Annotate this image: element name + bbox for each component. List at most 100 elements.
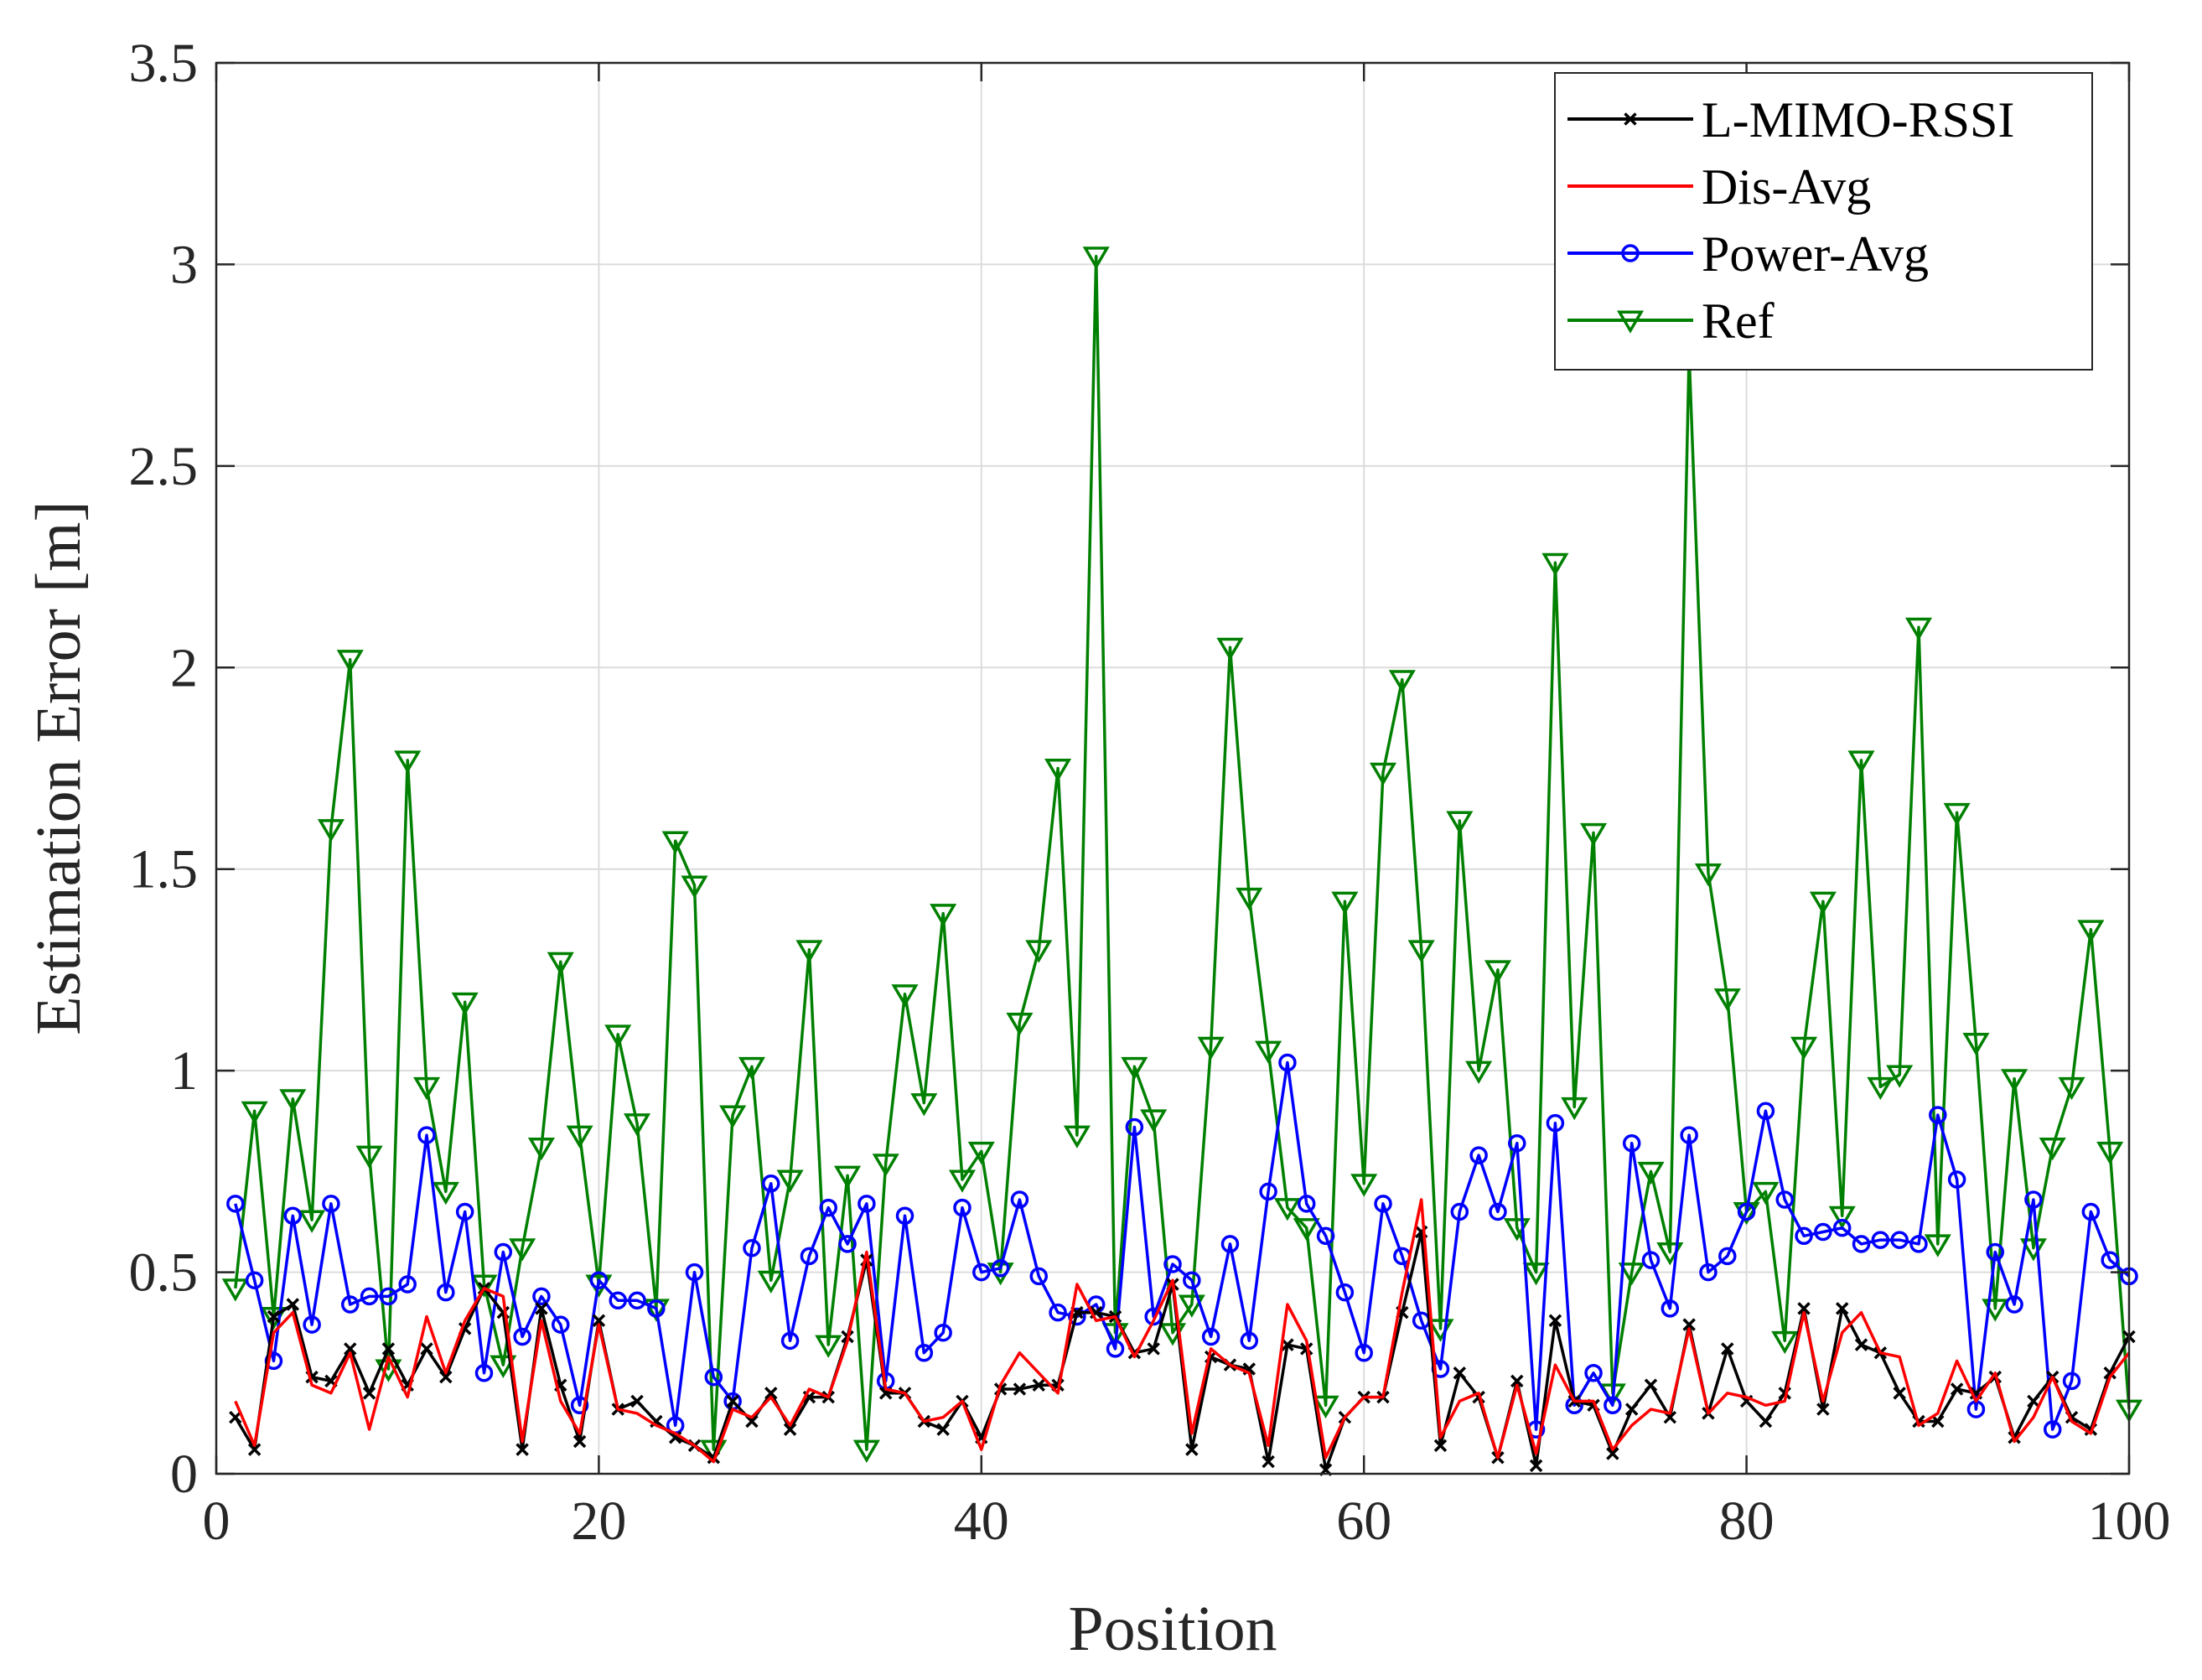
data-point-power-avg (322, 1195, 340, 1213)
tick-marks (215, 61, 2131, 1475)
data-point-l-mimo-rssi (573, 1434, 587, 1449)
y-tick-label: 2.5 (129, 436, 199, 497)
data-point-l-mimo-rssi (1185, 1443, 1199, 1456)
data-point-power-avg (743, 1238, 761, 1257)
data-point-ref (432, 1181, 459, 1206)
data-point-power-avg (2101, 1251, 2119, 1269)
legend-label-dis-avg: Dis-Avg (1702, 159, 1871, 215)
data-point-power-avg (953, 1198, 971, 1217)
data-point-l-mimo-rssi (630, 1394, 644, 1408)
data-point-ref (738, 1056, 766, 1081)
data-point-power-avg (1661, 1299, 1680, 1318)
data-point-power-avg (245, 1271, 264, 1289)
data-point-ref (1790, 1036, 1818, 1060)
legend-marker-ref (1616, 310, 1645, 334)
data-point-ref (2077, 920, 2105, 943)
data-point-ref (1694, 863, 1723, 887)
data-point-power-avg (1068, 1307, 1086, 1326)
data-point-ref (1197, 1036, 1225, 1060)
data-point-l-mimo-rssi (936, 1423, 950, 1436)
data-point-power-avg (991, 1259, 1010, 1278)
data-point-ref (1522, 1263, 1550, 1286)
data-point-l-mimo-rssi (1721, 1342, 1734, 1356)
data-point-ref (1273, 1198, 1301, 1221)
legend-label-power-avg: Power-Avg (1702, 226, 1929, 282)
x-tick-label: 40 (954, 1491, 1009, 1552)
data-point-power-avg (1622, 1133, 1641, 1153)
data-point-power-avg (2005, 1295, 2023, 1314)
data-point-ref (566, 1125, 593, 1149)
data-point-ref (279, 1089, 307, 1112)
data-point-ref (1350, 1174, 1378, 1197)
data-point-l-mimo-rssi (1624, 1403, 1639, 1416)
data-point-ref (2001, 1069, 2028, 1092)
data-point-ref (930, 904, 957, 927)
data-point-ref (795, 940, 823, 963)
data-point-power-avg (340, 1295, 360, 1314)
data-point-ref (1293, 1218, 1320, 1242)
data-point-power-avg (494, 1242, 513, 1262)
data-point-power-avg (1450, 1202, 1469, 1221)
data-point-power-avg (532, 1287, 551, 1306)
data-point-ref (1752, 1181, 1780, 1206)
y-axis-title: Estimation Error [m] (23, 500, 94, 1034)
data-point-l-mimo-rssi (1529, 1459, 1543, 1473)
data-point-power-avg (1010, 1190, 1029, 1209)
data-point-power-avg (417, 1126, 436, 1144)
data-point-l-mimo-rssi (1433, 1439, 1448, 1453)
data-point-ref (1255, 1040, 1282, 1064)
data-point-ref (1561, 1097, 1588, 1121)
data-point-ref (509, 1238, 536, 1262)
data-point-ref (470, 1274, 498, 1298)
data-point-ref (221, 1278, 249, 1302)
data-point-l-mimo-rssi (2027, 1394, 2040, 1408)
data-point-ref (490, 1355, 517, 1378)
data-point-ref (681, 875, 708, 899)
data-point-power-avg (1775, 1190, 1794, 1209)
y-tick-label: 1 (170, 1040, 198, 1102)
data-point-ref (1236, 887, 1263, 911)
data-point-power-avg (857, 1195, 876, 1213)
data-point-l-mimo-rssi (1606, 1447, 1619, 1460)
data-point-l-mimo-rssi (439, 1370, 453, 1384)
data-point-ref (661, 831, 689, 854)
series-line-power-avg (234, 1060, 2131, 1431)
data-point-ref (719, 1105, 747, 1128)
data-point-power-avg (1508, 1133, 1526, 1153)
data-point-power-avg (704, 1367, 723, 1387)
legend-entry-power-avg: Power-Avg (1567, 226, 1929, 282)
data-point-l-mimo-rssi (1510, 1374, 1524, 1388)
data-point-ref (910, 1093, 938, 1117)
data-point-ref (451, 992, 479, 1016)
data-point-power-avg (895, 1206, 914, 1226)
data-point-ref (2058, 1076, 2085, 1101)
data-point-l-mimo-rssi (1032, 1378, 1045, 1392)
data-point-ref (1140, 1109, 1168, 1133)
data-point-ref (1867, 1076, 1894, 1101)
data-point-l-mimo-rssi (668, 1430, 682, 1444)
data-point-l-mimo-rssi (1797, 1302, 1811, 1315)
data-point-power-avg (780, 1331, 800, 1351)
data-point-power-avg (1947, 1170, 1966, 1189)
data-point-l-mimo-rssi (745, 1414, 759, 1429)
data-point-ref (1771, 1330, 1799, 1355)
x-tick-label: 80 (1719, 1491, 1775, 1552)
data-point-power-avg (1029, 1267, 1049, 1286)
data-point-ref (1063, 1125, 1091, 1149)
series-dis-avg (234, 1198, 2131, 1464)
data-point-power-avg (1489, 1202, 1507, 1221)
data-point-ref (336, 650, 364, 673)
legend-label-l-mimo-rssi: L-MIMO-RSSI (1702, 92, 2014, 148)
data-point-ref (1618, 1263, 1645, 1286)
data-point-ref (1216, 637, 1244, 661)
data-point-l-mimo-rssi (247, 1443, 262, 1456)
data-point-ref (1847, 750, 1875, 774)
data-point-power-avg (762, 1174, 780, 1193)
data-point-ref (1541, 552, 1569, 577)
data-point-power-avg (914, 1343, 934, 1362)
data-point-ref (815, 1335, 842, 1358)
y-tick-labels: 0 0.5 1 1.5 2 2.5 3 3.5 (129, 33, 199, 1505)
data-point-ref (1484, 960, 1511, 983)
data-point-ref (1943, 802, 1971, 827)
data-point-power-avg (552, 1315, 570, 1334)
